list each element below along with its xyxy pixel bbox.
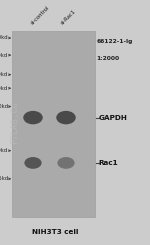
- Ellipse shape: [56, 111, 76, 124]
- Ellipse shape: [23, 111, 43, 124]
- Text: si-Rac1: si-Rac1: [59, 9, 76, 26]
- Ellipse shape: [57, 157, 75, 169]
- Text: PTLAB.CO: PTLAB.CO: [10, 101, 19, 144]
- Text: 40kd: 40kd: [0, 86, 8, 91]
- Bar: [12, 31, 94, 217]
- Text: GAPDH: GAPDH: [98, 115, 127, 121]
- Text: NIH3T3 cell: NIH3T3 cell: [32, 229, 79, 235]
- Text: 100kd: 100kd: [0, 36, 8, 40]
- Text: 20kd: 20kd: [0, 148, 8, 153]
- Text: 1:2000: 1:2000: [97, 56, 120, 61]
- Ellipse shape: [24, 157, 42, 169]
- Text: 50kd: 50kd: [0, 72, 8, 77]
- Text: si-control: si-control: [29, 5, 50, 26]
- Text: 66122-1-Ig: 66122-1-Ig: [97, 39, 133, 44]
- Text: 70kd: 70kd: [0, 53, 8, 58]
- Text: 30kd: 30kd: [0, 104, 8, 109]
- Text: 15kd: 15kd: [0, 176, 8, 181]
- Text: Rac1: Rac1: [98, 160, 118, 166]
